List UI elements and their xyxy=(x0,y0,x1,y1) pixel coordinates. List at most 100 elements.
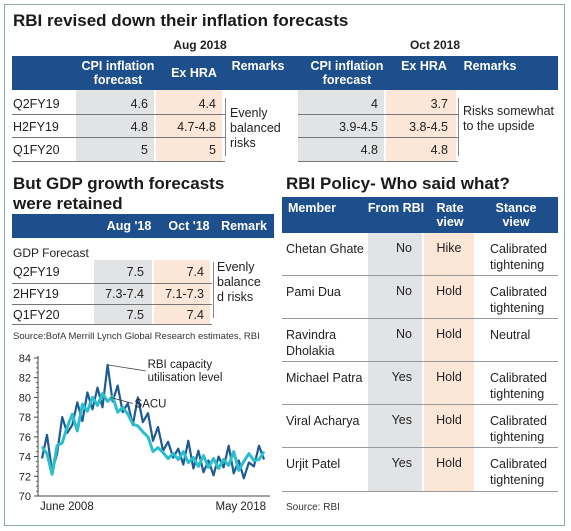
y-tick-label: 76 xyxy=(19,432,31,444)
oct-hra-value: 3.7 xyxy=(430,97,448,111)
infographic-frame xyxy=(4,4,565,526)
annotation-leader xyxy=(110,397,133,404)
policy-rate-view: Hold xyxy=(436,284,462,298)
policy-rate-view: Hold xyxy=(436,327,462,341)
from-rbi-shade xyxy=(368,233,422,491)
gdp-row-label: Q1FY20 xyxy=(13,308,60,322)
policy-from-rbi: Yes xyxy=(391,413,412,427)
header-gdp-oct: Oct '18 xyxy=(168,219,210,233)
gdp-oct-value: 7.1-7.3 xyxy=(165,287,204,301)
policy-rate-view: Hold xyxy=(436,413,462,427)
policy-title: RBI Policy- Who said what? xyxy=(286,174,510,193)
row-label-h2fy19: H2FY19 xyxy=(13,120,59,134)
header-hra-aug: Ex HRA xyxy=(171,66,217,80)
gdp-oct-shade xyxy=(154,260,210,324)
gdp-aug-value: 7.5 xyxy=(126,308,144,322)
y-tick-label: 82 xyxy=(19,373,31,385)
policy-row-rule xyxy=(282,275,558,276)
inflation-row-rule xyxy=(12,161,225,162)
policy-member-name: Michael Patra xyxy=(286,371,363,385)
y-tick-label: 74 xyxy=(19,452,31,464)
inflation-row-rule xyxy=(298,114,458,115)
annotation-leader xyxy=(107,364,146,372)
oct-cpi-value: 4.8 xyxy=(360,143,378,157)
policy-source: Source: RBI xyxy=(286,502,340,513)
policy-stance-view: Calibrated tightening xyxy=(490,414,547,444)
row-label-q2fy19: Q2FY19 xyxy=(13,97,60,111)
oct-hra-value: 4.8 xyxy=(430,143,448,157)
gdp-remark: Evenly balance d risks xyxy=(217,260,261,304)
y-tick-label: 80 xyxy=(19,392,31,404)
inflation-title: RBI revised down their inflation forecas… xyxy=(13,11,349,30)
policy-from-rbi: No xyxy=(396,284,412,298)
annotation-sacu: SACU xyxy=(135,398,167,410)
policy-row-rule xyxy=(282,447,558,448)
sacu-line xyxy=(40,392,266,476)
gdp-remark-divider xyxy=(213,262,214,318)
policy-from-rbi: Yes xyxy=(391,370,412,384)
policy-rate-view: Hold xyxy=(436,370,462,384)
inflation-row-rule xyxy=(12,114,225,115)
oct-remark: Risks somewhat to the upside xyxy=(463,104,554,133)
policy-stance-view: Calibrated tightening xyxy=(490,457,547,487)
policy-from-rbi: No xyxy=(396,241,412,255)
policy-member-name: Pami Dua xyxy=(286,285,341,299)
aug-remark-divider xyxy=(225,98,226,156)
capacity-utilisation-line xyxy=(40,363,266,480)
group-aug-2018: Aug 2018 xyxy=(173,38,227,52)
y-tick-label: 78 xyxy=(19,412,31,424)
gdp-oct-value: 7.4 xyxy=(186,308,204,322)
policy-stance-view: Neutral xyxy=(490,328,531,342)
group-oct-2018: Oct 2018 xyxy=(409,38,461,52)
oct-remark-divider xyxy=(458,98,459,156)
capacity-utilisation-chart: 70 72 74 76 78 80 82 84 June 2008 May 2018 RBI cap… xyxy=(19,353,270,513)
header-member: Member xyxy=(288,201,336,215)
gdp-row-rule xyxy=(12,283,212,284)
header-stance-view: Stance view xyxy=(495,201,537,229)
oct-hra-value: 3.8-4.5 xyxy=(409,120,448,134)
x-end-label: May 2018 xyxy=(215,501,266,513)
policy-member-name: Viral Acharya xyxy=(286,414,360,428)
gdp-source: Source:BofA Merrill Lynch Global Researc… xyxy=(13,331,260,342)
gdp-oct-value: 7.4 xyxy=(186,265,204,279)
policy-member-name: Urjit Patel xyxy=(286,457,341,471)
inflation-header: CPI inflation forecast Ex HRA Remarks CP… xyxy=(12,56,558,90)
x-start-label: June 2008 xyxy=(40,501,94,513)
header-cpi-aug: CPI inflation forecast xyxy=(81,59,155,87)
header-remarks-aug: Remarks xyxy=(231,59,285,73)
policy-row-rule xyxy=(282,361,558,362)
inflation-row-rule xyxy=(12,137,225,138)
header-hra-oct: Ex HRA xyxy=(401,59,447,73)
policy-bottom-rule xyxy=(282,491,558,492)
policy-rate-view: Hold xyxy=(436,456,462,470)
policy-rate-view: Hike xyxy=(436,241,462,255)
aug-cpi-value: 4.8 xyxy=(130,120,148,134)
oct-cpi-shade xyxy=(298,90,384,162)
policy-stance-view: Calibrated tightening xyxy=(490,242,547,272)
policy-stance-view: Calibrated tightening xyxy=(490,371,547,401)
policy-member-name: Chetan Ghate xyxy=(286,242,364,256)
gdp-title: But GDP growth forecasts were retained xyxy=(13,174,225,213)
header-remarks-oct: Remarks xyxy=(463,59,517,73)
gdp-header: Aug '18 Oct '18 Remark xyxy=(12,214,274,238)
aug-hra-value: 4.4 xyxy=(198,97,216,111)
aug-remark: Evenly balanced risks xyxy=(230,106,281,150)
gdp-forecast-label: GDP Forecast xyxy=(13,246,89,260)
inflation-row-rule xyxy=(298,161,458,162)
aug-hra-shade xyxy=(156,90,222,162)
header-gdp-remark: Remark xyxy=(221,219,267,233)
policy-from-rbi: No xyxy=(396,327,412,341)
header-gdp-aug: Aug '18 xyxy=(106,219,152,233)
y-tick-label: 70 xyxy=(19,491,31,503)
gdp-aug-shade xyxy=(94,260,152,324)
policy-member-name: Ravindra Dholakia xyxy=(286,328,337,358)
aug-cpi-value: 4.6 xyxy=(130,97,148,111)
y-tick-label: 72 xyxy=(19,471,31,483)
annotation-capacity: RBI capacity utilisation level xyxy=(148,359,223,384)
gdp-aug-value: 7.3-7.4 xyxy=(105,287,144,301)
gdp-row-label: Q2FY19 xyxy=(13,265,60,279)
gdp-aug-value: 7.5 xyxy=(126,265,144,279)
header-cpi-oct: CPI inflation forecast xyxy=(310,59,384,87)
gdp-row-rule xyxy=(12,304,212,305)
aug-hra-value: 5 xyxy=(209,143,216,157)
